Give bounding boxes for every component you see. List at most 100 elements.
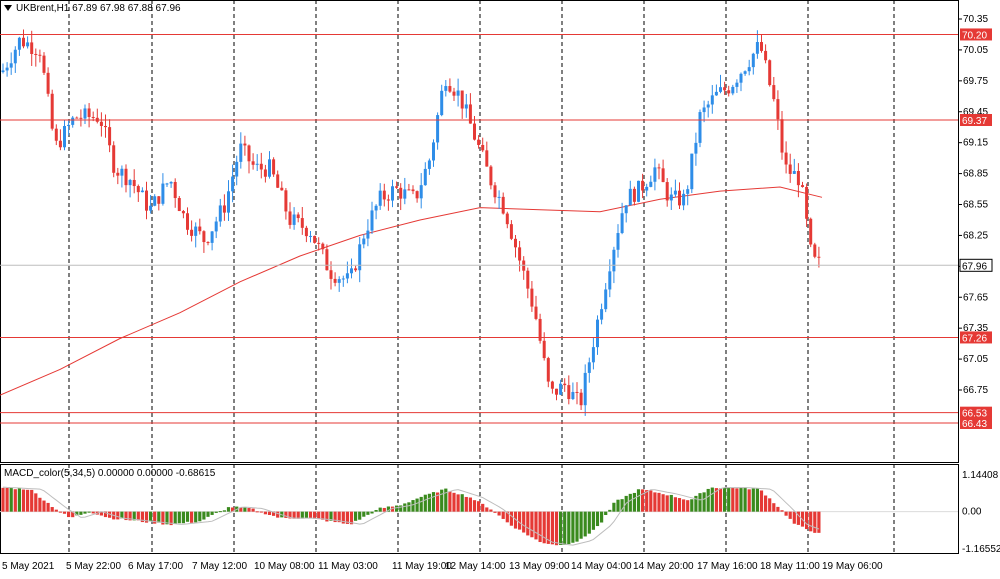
- macd-bar: [267, 511, 272, 516]
- macd-bar: [67, 511, 71, 518]
- candle-body: [247, 145, 251, 162]
- x-tick-label: 7 May 12:00: [192, 561, 247, 572]
- candle-body: [436, 115, 440, 143]
- candle-body: [452, 91, 456, 96]
- macd-bar: [759, 490, 764, 512]
- macd-bar: [103, 511, 108, 518]
- macd-bar: [784, 511, 788, 516]
- macd-bar: [333, 511, 337, 523]
- candle-body: [79, 117, 83, 119]
- candle-body: [149, 205, 153, 211]
- macd-bar: [698, 493, 702, 512]
- candle-body: [649, 181, 653, 187]
- macd-bar: [755, 488, 759, 512]
- y-tick-label: 66.75: [963, 385, 988, 396]
- macd-bar: [165, 511, 169, 525]
- candle-body: [411, 189, 415, 192]
- candle-body: [743, 71, 747, 74]
- macd-bar: [431, 492, 436, 512]
- macd-bar: [407, 502, 411, 512]
- macd-bar: [739, 487, 743, 512]
- macd-bar: [677, 498, 682, 512]
- x-tick-label: 17 May 16:00: [697, 561, 758, 572]
- candle-body: [620, 213, 624, 234]
- candle-body: [493, 185, 497, 198]
- macd-bar: [714, 488, 718, 512]
- macd-bar: [415, 498, 419, 512]
- candle-body: [132, 179, 136, 187]
- candle-body: [407, 189, 411, 191]
- symbol-label: UKBrent,H1: [16, 3, 70, 14]
- macd-bar: [58, 511, 62, 513]
- candle-body: [661, 168, 665, 183]
- candle-body: [423, 168, 427, 186]
- candle-body: [567, 385, 571, 400]
- candle-body: [67, 124, 71, 127]
- candle-body: [136, 186, 140, 193]
- macd-bar: [321, 511, 325, 520]
- macd-bar: [772, 503, 776, 512]
- macd-bar: [198, 511, 202, 522]
- macd-bar: [38, 497, 42, 512]
- macd-bar: [456, 494, 460, 512]
- candle-body: [362, 238, 366, 245]
- candle-body: [559, 383, 563, 395]
- candle-body: [788, 164, 792, 174]
- macd-bar: [706, 488, 710, 512]
- macd-bar: [776, 506, 780, 512]
- candle-body: [751, 53, 755, 68]
- candle-body: [509, 224, 513, 239]
- candle-body: [140, 190, 144, 193]
- candle-body: [276, 174, 280, 188]
- macd-bar: [436, 492, 440, 512]
- candle-body: [460, 90, 464, 109]
- candle-body: [735, 82, 739, 87]
- candle-body: [464, 104, 468, 109]
- current-price-tag: [959, 258, 993, 272]
- candle-body: [440, 90, 444, 116]
- macd-bar: [9, 487, 13, 512]
- macd-bar: [13, 489, 17, 512]
- macd-bar: [563, 511, 567, 545]
- macd-bar: [75, 511, 79, 516]
- candle-body: [526, 270, 530, 289]
- candle-body: [54, 128, 58, 141]
- candle-body: [395, 186, 399, 188]
- candle-body: [665, 182, 669, 201]
- candle-body: [71, 117, 75, 125]
- candle-body: [739, 73, 743, 83]
- candle-body: [382, 190, 386, 200]
- candle-body: [288, 211, 292, 225]
- candle-body: [157, 196, 161, 204]
- candle-body: [370, 210, 374, 231]
- candle-body: [17, 37, 21, 50]
- macd-bar: [460, 494, 464, 512]
- candle-body: [637, 180, 640, 202]
- candle-body: [714, 91, 718, 96]
- candle-body: [378, 190, 382, 206]
- macd-bar: [628, 493, 632, 512]
- macd-bar: [42, 500, 46, 512]
- candle-body: [63, 126, 66, 148]
- candle-body: [723, 87, 727, 91]
- macd-bar: [440, 489, 444, 512]
- candle-body: [112, 145, 116, 173]
- candle-body: [329, 270, 333, 279]
- candle-body: [550, 381, 554, 389]
- candle-body: [202, 231, 206, 243]
- macd-y-tick-label: -1.16552: [962, 544, 1000, 555]
- macd-bar: [464, 496, 468, 512]
- macd-bar: [571, 511, 575, 543]
- macd-bar: [686, 500, 690, 512]
- menu-arrow-icon[interactable]: [4, 5, 12, 12]
- candle-body: [366, 230, 370, 239]
- macd-bar: [26, 489, 30, 512]
- macd-bar: [690, 499, 694, 512]
- macd-bar: [427, 493, 431, 512]
- macd-bar: [452, 492, 456, 512]
- macd-y-tick-label: 1.14408: [962, 470, 999, 481]
- macd-bar: [128, 511, 132, 521]
- macd-bar: [345, 511, 349, 524]
- candle-body: [263, 169, 267, 177]
